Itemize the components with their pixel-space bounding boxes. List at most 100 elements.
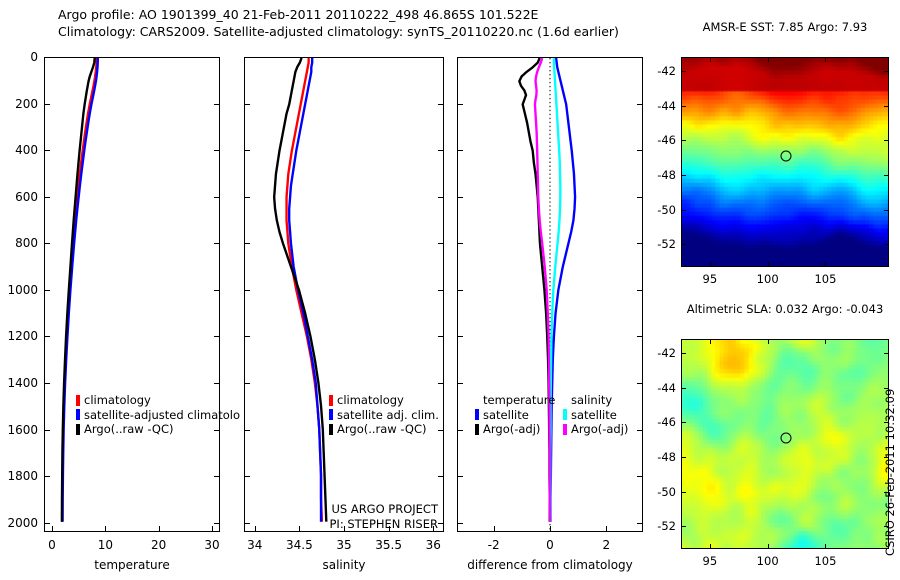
y-tick [438,522,444,524]
float-position-marker-sla [780,432,792,444]
x-tick [493,526,495,532]
y-tick [637,382,643,384]
depth-tick-label: 2000 [7,515,38,530]
y-tick [44,150,50,152]
sla-y-tick-label: -48 [657,450,676,465]
y-tick [637,336,643,338]
x-tick [344,526,345,532]
sst-x-tick [767,262,769,267]
x-axis-title: difference from climatology [467,558,633,572]
x-axis-title: salinity [322,558,366,572]
legend-label: satellite [483,407,529,422]
temperature-plot-area [45,58,219,531]
x-tick [105,526,107,532]
y-tick [457,382,463,384]
temperature-panel [44,57,220,532]
depth-tick-label: 800 [15,236,38,251]
y-tick [214,243,220,245]
y-tick [637,476,643,478]
sla-heatmap [682,340,888,548]
x-tick-label: -2 [487,538,500,552]
legend-swatch-argo [329,423,333,435]
sst-y-tick [681,140,686,142]
x-tick-label: 36 [425,538,441,552]
sst-y-tick [884,244,889,246]
x-tick-label: 10 [97,538,113,552]
sst-y-tick [884,209,889,211]
sst-y-tick-label: -42 [657,63,676,78]
y-tick [244,150,250,152]
temperature-legend: climatology satellite-adjusted climatolo… [76,393,240,437]
legend-swatch-satellite [329,409,333,421]
y-tick [214,382,220,384]
sst-y-tick [884,105,889,107]
y-tick [457,522,463,524]
salinity-panel [244,57,444,532]
legend-label: satellite [571,407,617,422]
legend-item: Argo(..raw -QC) [76,422,240,437]
difference-legend-temperature: temperature satellite Argo(-adj) [475,393,555,437]
sst-x-tick [825,262,827,267]
y-tick [214,103,220,105]
depth-tick-label: 0 [30,50,38,64]
legend-item: satellite adj. clim. [329,408,439,423]
legend-item: climatology [329,393,439,408]
sst-map [681,57,889,267]
legend-item: Argo(..raw -QC) [329,422,439,437]
y-tick [637,196,643,198]
sst-y-tick-label: -52 [657,237,676,252]
csiro-credit: CSIRO 26-Feb-2011 10:32:09 [883,388,897,556]
sla-y-tick [681,422,686,424]
legend-item: Argo(-adj) [563,422,628,437]
y-tick [457,150,463,152]
sla-y-tick-label: -46 [657,415,676,430]
legend-swatch-satellite [76,409,80,421]
y-tick [44,522,50,524]
sst-y-tick [681,175,686,177]
x-tick [254,526,256,532]
sla-y-tick [681,491,686,493]
y-tick [244,57,250,58]
legend-swatch-sal-argo [563,423,567,435]
legend-swatch-temp-satellite [475,409,479,421]
sst-x-tick [709,57,711,62]
sla-y-tick [884,387,889,389]
legend-swatch-climatology [329,394,333,406]
salinity-curves [272,58,328,522]
y-tick [214,522,220,524]
sla-y-tick-label: -42 [657,345,676,360]
y-tick [438,103,444,105]
y-tick [44,289,50,291]
depth-tick-label: 1800 [7,469,38,484]
difference-curves [518,58,577,531]
y-tick [44,243,50,245]
y-tick [244,289,250,291]
y-tick [44,382,50,384]
y-tick [44,57,50,58]
x-tick-label: 30 [204,538,220,552]
x-tick-label: 0 [48,538,56,552]
y-tick [637,289,643,291]
legend-swatch-climatology [76,394,80,406]
y-tick [44,103,50,105]
y-tick [438,429,444,431]
y-tick [438,57,444,58]
y-tick [438,150,444,152]
argo-project-credit: US ARGO PROJECT PI: STEPHEN RISER [250,502,439,531]
y-tick [244,196,250,198]
sst-y-tick [681,244,686,246]
y-tick [244,103,250,105]
y-tick [214,57,220,58]
sla-y-tick-label: -44 [657,380,676,395]
figure-title: Argo profile: AO 1901399_40 21-Feb-2011 … [58,6,698,40]
difference-panel [457,57,643,532]
title-line-2: Climatology: CARS2009. Satellite-adjuste… [58,24,619,39]
x-tick [158,526,160,532]
y-tick [244,522,250,524]
legend-header-salinity: salinity [571,393,613,407]
y-tick [457,103,463,105]
sla-y-tick [681,352,686,354]
sla-y-tick [681,526,686,528]
y-tick [438,382,444,384]
